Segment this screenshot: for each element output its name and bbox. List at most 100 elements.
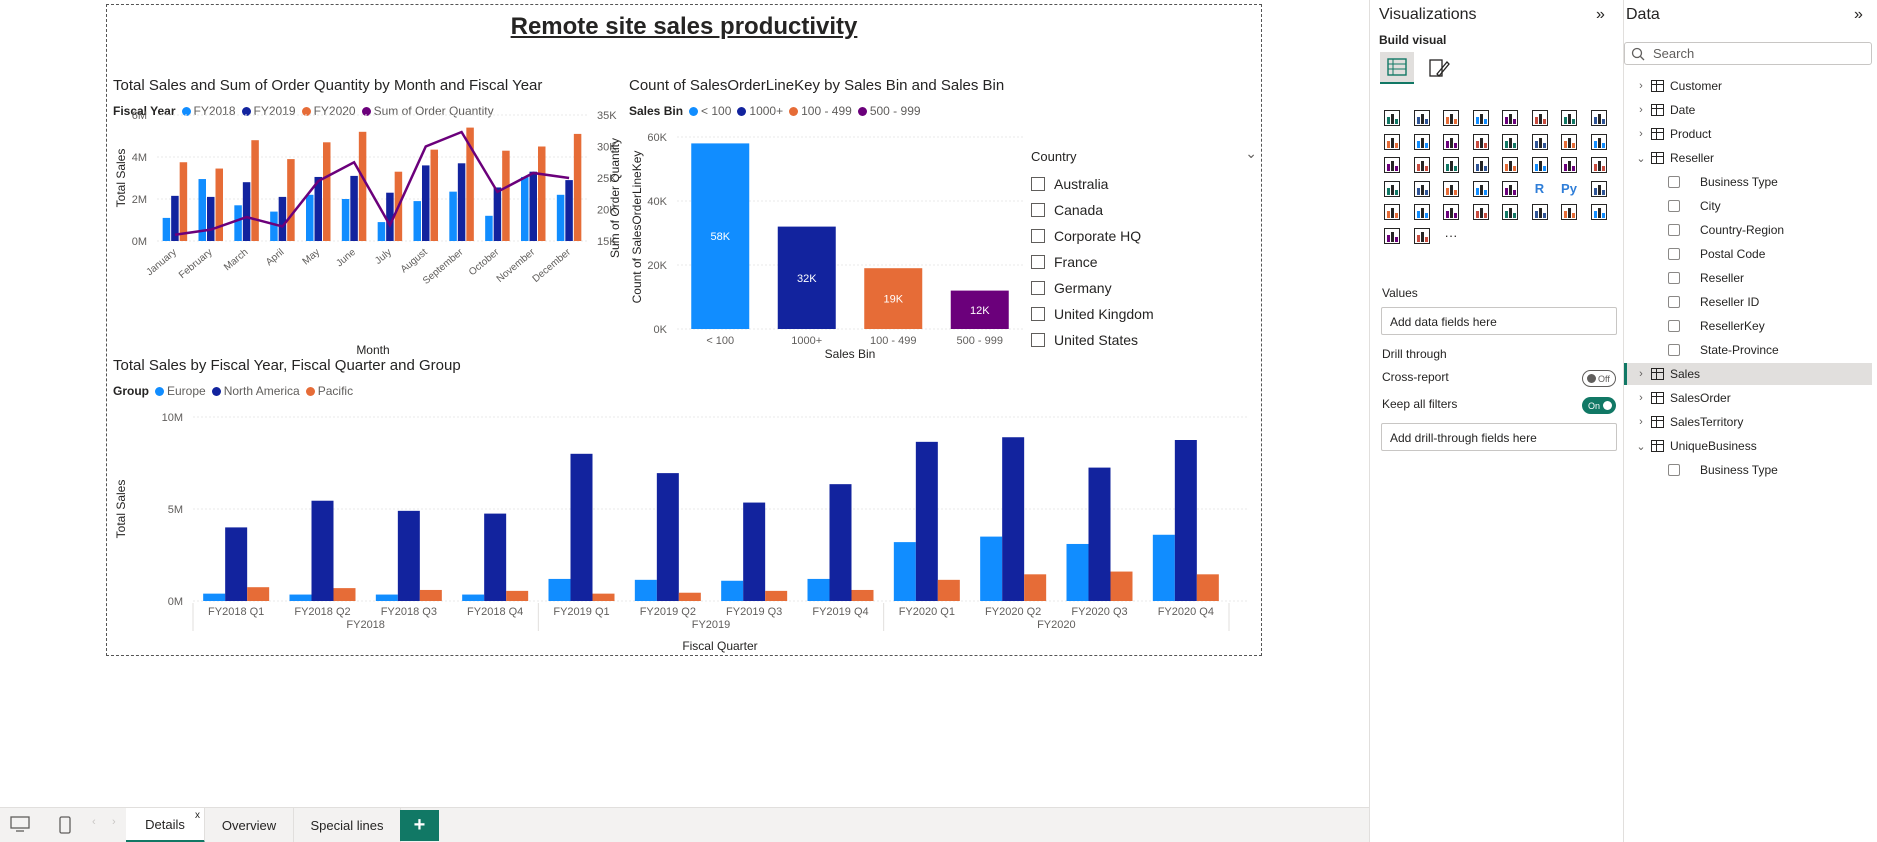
mobile-view-icon[interactable] xyxy=(59,816,71,838)
keep-filters-toggle[interactable]: On xyxy=(1582,397,1616,414)
100-column-icon[interactable] xyxy=(1528,106,1552,130)
line-clustered-icon[interactable] xyxy=(1498,130,1522,154)
power-automate-icon[interactable] xyxy=(1587,200,1611,224)
legend-item-1000plus[interactable]: 1000+ xyxy=(737,104,783,118)
scatter-icon[interactable] xyxy=(1587,130,1611,154)
gauge-icon[interactable] xyxy=(1557,153,1581,177)
data-field-row[interactable]: Business Type xyxy=(1624,171,1872,193)
slicer-item-corporate-hq[interactable]: Corporate HQ xyxy=(1031,223,1154,249)
data-field-row[interactable]: Business Type xyxy=(1624,459,1872,481)
checkbox[interactable] xyxy=(1031,333,1045,347)
chevron-down-icon[interactable]: ⌄ xyxy=(1636,152,1646,165)
chevron-right-icon[interactable]: › xyxy=(112,816,116,828)
chevron-right-icon[interactable]: › xyxy=(1639,104,1643,116)
cross-report-toggle[interactable]: Off xyxy=(1582,370,1616,387)
python-visual-icon[interactable]: Py xyxy=(1561,181,1577,196)
field-checkbox[interactable] xyxy=(1668,272,1680,284)
data-table-row[interactable]: › Sales xyxy=(1624,363,1872,385)
data-table-row[interactable]: ⌄ UniqueBusiness xyxy=(1624,435,1872,457)
country-slicer[interactable]: Country ⌄ Australia Canada Corporate HQ … xyxy=(1025,145,1275,365)
ribbon-chart-icon[interactable] xyxy=(1528,130,1552,154)
slicer-item-australia[interactable]: Australia xyxy=(1031,171,1154,197)
multi-row-card-icon[interactable] xyxy=(1380,177,1404,201)
metrics-icon[interactable] xyxy=(1528,200,1552,224)
data-table-row[interactable]: › Customer xyxy=(1624,75,1872,97)
field-checkbox[interactable] xyxy=(1668,320,1680,332)
legend-item-north-america[interactable]: North America xyxy=(211,384,300,398)
field-checkbox[interactable] xyxy=(1668,224,1680,236)
field-checkbox[interactable] xyxy=(1668,200,1680,212)
map-icon[interactable] xyxy=(1469,153,1493,177)
field-checkbox[interactable] xyxy=(1668,248,1680,260)
format-visual-button[interactable] xyxy=(1422,52,1456,84)
table-icon[interactable] xyxy=(1469,177,1493,201)
q-and-a-icon[interactable] xyxy=(1498,200,1522,224)
tab-special-lines[interactable]: Special lines xyxy=(294,808,401,842)
kpi-icon[interactable] xyxy=(1410,177,1434,201)
matrix-icon[interactable] xyxy=(1498,177,1522,201)
checkbox[interactable] xyxy=(1031,255,1045,269)
legend-item-lt100[interactable]: < 100 xyxy=(689,104,731,118)
r-visual-icon[interactable]: R xyxy=(1534,181,1545,196)
combo-chart-visual[interactable]: Total Sales and Sum of Order Quantity by… xyxy=(113,77,623,359)
checkbox[interactable] xyxy=(1031,177,1045,191)
chevron-right-icon[interactable]: › xyxy=(1639,368,1643,380)
legend-item-europe[interactable]: Europe xyxy=(155,384,206,398)
chevron-right-icon[interactable]: › xyxy=(1639,416,1643,428)
stacked-column-icon[interactable] xyxy=(1410,106,1434,130)
chevron-right-icon[interactable]: › xyxy=(1639,392,1643,404)
data-table-row[interactable]: › Product xyxy=(1624,123,1872,145)
data-table-row[interactable]: › Date xyxy=(1624,99,1872,121)
line-chart-icon[interactable] xyxy=(1557,106,1581,130)
field-checkbox[interactable] xyxy=(1668,464,1680,476)
azure-map-icon[interactable] xyxy=(1528,153,1552,177)
collapse-icon[interactable]: » xyxy=(1854,6,1863,23)
chevron-right-icon[interactable]: › xyxy=(1639,80,1643,92)
clustered-column-icon[interactable] xyxy=(1469,106,1493,130)
checkbox[interactable] xyxy=(1031,307,1045,321)
sales-bin-chart-visual[interactable]: Count of SalesOrderLineKey by Sales Bin … xyxy=(629,77,1029,359)
close-tab-icon[interactable]: x xyxy=(195,810,200,821)
waterfall-icon[interactable] xyxy=(1439,130,1463,154)
data-field-row[interactable]: State-Province xyxy=(1624,339,1872,361)
legend-item-pacific[interactable]: Pacific xyxy=(305,384,353,398)
chevron-right-icon[interactable]: › xyxy=(1639,128,1643,140)
funnel-icon[interactable] xyxy=(1557,130,1581,154)
data-field-row[interactable]: Postal Code xyxy=(1624,243,1872,265)
slicer-item-united-kingdom[interactable]: United Kingdom xyxy=(1031,301,1154,327)
checkbox[interactable] xyxy=(1031,229,1045,243)
field-checkbox[interactable] xyxy=(1668,176,1680,188)
tab-details[interactable]: Details x xyxy=(126,808,205,842)
chevron-down-icon[interactable]: ⌄ xyxy=(1636,440,1646,453)
more-visuals-icon[interactable]: ··· xyxy=(1444,228,1458,243)
paginated-report-icon[interactable] xyxy=(1439,200,1463,224)
slicer-item-germany[interactable]: Germany xyxy=(1031,275,1154,301)
line-column-icon[interactable] xyxy=(1469,130,1493,154)
data-table-row[interactable]: › SalesOrder xyxy=(1624,387,1872,409)
slicer-item-canada[interactable]: Canada xyxy=(1031,197,1154,223)
group-sales-chart-visual[interactable]: Total Sales by Fiscal Year, Fiscal Quart… xyxy=(113,357,1253,653)
slicer-icon[interactable] xyxy=(1439,177,1463,201)
pie-icon[interactable] xyxy=(1380,153,1404,177)
filled-map-icon[interactable] xyxy=(1498,153,1522,177)
slicer-item-france[interactable]: France xyxy=(1031,249,1154,275)
collapse-icon[interactable]: » xyxy=(1596,6,1605,23)
checkbox[interactable] xyxy=(1031,203,1045,217)
tab-overview[interactable]: Overview xyxy=(205,808,294,842)
data-field-row[interactable]: Reseller ID xyxy=(1624,291,1872,313)
legend-item-500-999[interactable]: 500 - 999 xyxy=(857,104,921,118)
decomposition-tree-icon[interactable] xyxy=(1380,200,1404,224)
build-visual-button[interactable] xyxy=(1380,52,1414,84)
area-chart-icon[interactable] xyxy=(1587,106,1611,130)
stacked-bar-icon[interactable] xyxy=(1380,106,1404,130)
data-table-row[interactable]: › SalesTerritory xyxy=(1624,411,1872,433)
stacked-area-icon[interactable] xyxy=(1380,130,1404,154)
chevron-left-icon[interactable]: ‹ xyxy=(92,816,96,828)
trophy-icon[interactable] xyxy=(1469,200,1493,224)
values-well[interactable]: Add data fields here xyxy=(1381,307,1617,335)
power-apps-icon[interactable] xyxy=(1557,200,1581,224)
clustered-bar-icon[interactable] xyxy=(1439,106,1463,130)
data-table-row[interactable]: ⌄ Reseller xyxy=(1624,147,1872,169)
donut-icon[interactable] xyxy=(1410,153,1434,177)
card-icon[interactable] xyxy=(1587,153,1611,177)
